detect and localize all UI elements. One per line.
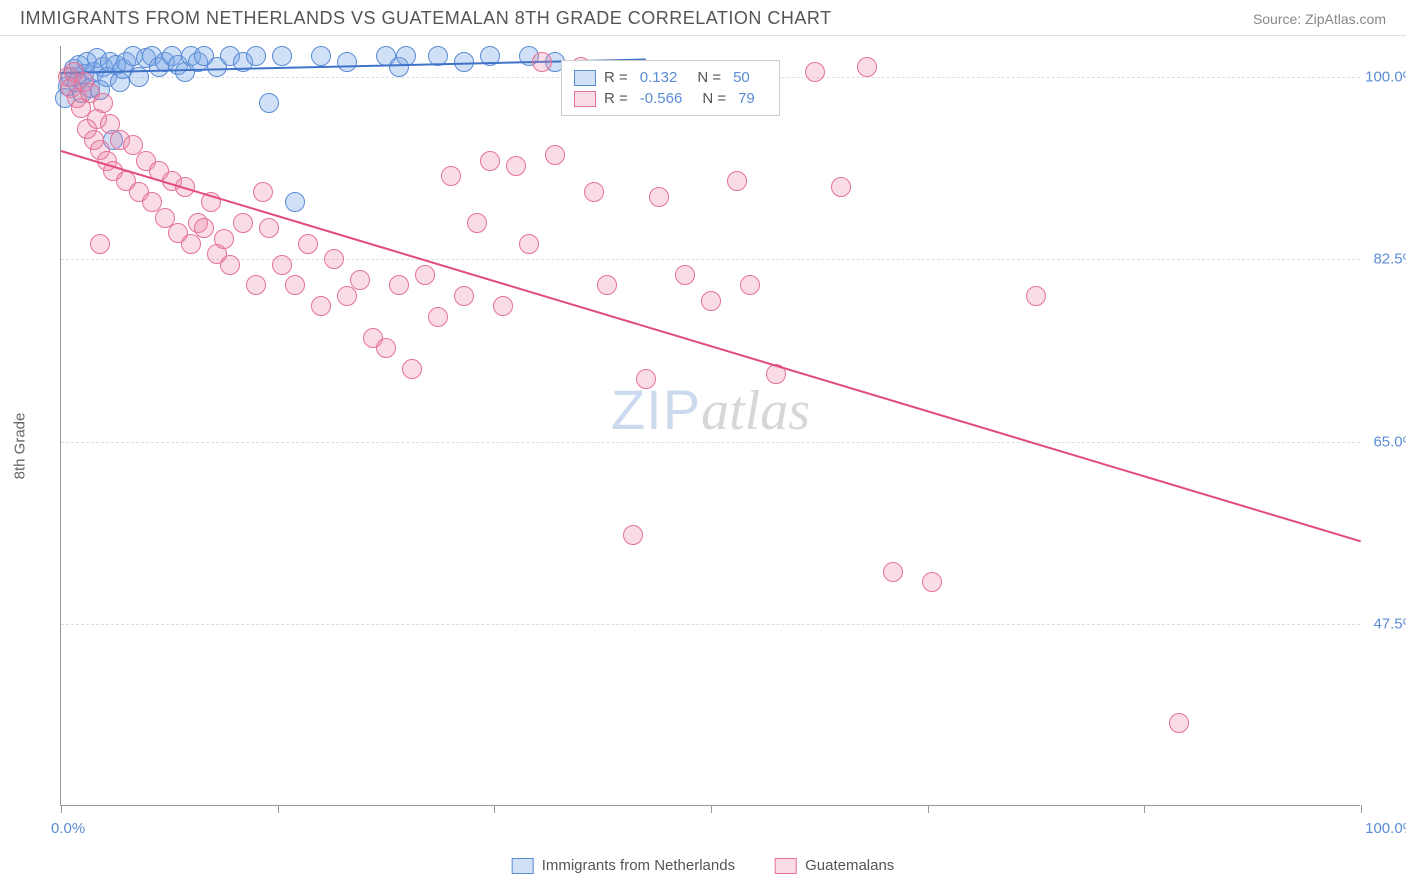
x-tick	[1144, 805, 1145, 813]
gridline	[61, 442, 1360, 443]
y-tick-label: 65.0%	[1373, 433, 1406, 450]
watermark-zip: ZIP	[611, 378, 701, 441]
scatter-point	[350, 270, 370, 290]
legend-swatch	[574, 70, 596, 86]
scatter-point	[454, 286, 474, 306]
scatter-point	[337, 52, 357, 72]
scatter-point	[1169, 713, 1189, 733]
scatter-point	[857, 57, 877, 77]
legend-row: R = -0.566 N = 79	[574, 88, 767, 109]
scatter-point	[311, 46, 331, 66]
legend-swatch	[574, 91, 596, 107]
x-axis-start-label: 0.0%	[51, 820, 85, 837]
scatter-point	[922, 572, 942, 592]
y-tick-label: 100.0%	[1365, 69, 1406, 86]
gridline	[61, 624, 1360, 625]
scatter-point	[259, 93, 279, 113]
y-axis-label: 8th Grade	[12, 413, 29, 480]
scatter-point	[1026, 286, 1046, 306]
scatter-point	[285, 192, 305, 212]
legend-swatch	[775, 858, 797, 874]
scatter-point	[272, 46, 292, 66]
scatter-point	[285, 275, 305, 295]
scatter-point	[324, 249, 344, 269]
watermark-atlas: atlas	[701, 380, 810, 442]
scatter-point	[272, 255, 292, 275]
bottom-legend-item: Guatemalans	[775, 857, 894, 874]
scatter-point	[740, 275, 760, 295]
scatter-point	[701, 291, 721, 311]
scatter-point	[532, 52, 552, 72]
scatter-point	[214, 229, 234, 249]
scatter-point	[246, 46, 266, 66]
legend-swatch	[512, 858, 534, 874]
chart-title: IMMIGRANTS FROM NETHERLANDS VS GUATEMALA…	[20, 8, 832, 29]
scatter-point	[506, 156, 526, 176]
x-tick	[61, 805, 62, 813]
y-tick-label: 82.5%	[1373, 251, 1406, 268]
x-tick	[928, 805, 929, 813]
scatter-point	[311, 296, 331, 316]
trend-line	[61, 150, 1362, 542]
chart-plot-area: ZIPatlas 100.0%82.5%65.0%47.5%0.0%100.0%…	[60, 46, 1360, 806]
legend-n-value: 79	[738, 90, 755, 107]
scatter-point	[441, 166, 461, 186]
scatter-point	[467, 213, 487, 233]
source-label: Source: ZipAtlas.com	[1253, 11, 1386, 27]
y-tick-label: 47.5%	[1373, 615, 1406, 632]
scatter-point	[253, 182, 273, 202]
bottom-legend-item: Immigrants from Netherlands	[512, 857, 735, 874]
scatter-point	[480, 151, 500, 171]
scatter-point	[194, 218, 214, 238]
x-tick	[711, 805, 712, 813]
x-axis-end-label: 100.0%	[1365, 820, 1406, 837]
scatter-point	[805, 62, 825, 82]
bottom-legend-label: Immigrants from Netherlands	[542, 857, 735, 874]
scatter-point	[493, 296, 513, 316]
scatter-point	[623, 525, 643, 545]
legend-n-value: 50	[733, 69, 750, 86]
scatter-point	[90, 234, 110, 254]
scatter-point	[545, 145, 565, 165]
legend-r-value: -0.566	[640, 90, 683, 107]
scatter-point	[233, 213, 253, 233]
scatter-point	[389, 275, 409, 295]
bottom-legend-label: Guatemalans	[805, 857, 894, 874]
scatter-point	[636, 369, 656, 389]
scatter-point	[649, 187, 669, 207]
scatter-point	[831, 177, 851, 197]
scatter-point	[727, 171, 747, 191]
gridline	[61, 259, 1360, 260]
scatter-point	[402, 359, 422, 379]
scatter-point	[259, 218, 279, 238]
legend-r-label: R =	[604, 90, 628, 107]
header: IMMIGRANTS FROM NETHERLANDS VS GUATEMALA…	[0, 0, 1406, 36]
x-tick	[494, 805, 495, 813]
bottom-legend: Immigrants from Netherlands Guatemalans	[512, 857, 895, 874]
scatter-point	[376, 338, 396, 358]
scatter-point	[93, 93, 113, 113]
scatter-point	[584, 182, 604, 202]
legend-n-label: N =	[702, 90, 726, 107]
x-tick	[1361, 805, 1362, 813]
correlation-legend: R = 0.132 N = 50 R = -0.566 N = 79	[561, 60, 780, 116]
legend-n-label: N =	[697, 69, 721, 86]
legend-r-label: R =	[604, 69, 628, 86]
scatter-point	[883, 562, 903, 582]
x-tick	[278, 805, 279, 813]
scatter-point	[298, 234, 318, 254]
legend-r-value: 0.132	[640, 69, 678, 86]
scatter-point	[246, 275, 266, 295]
scatter-point	[597, 275, 617, 295]
scatter-point	[675, 265, 695, 285]
scatter-point	[220, 255, 240, 275]
scatter-point	[415, 265, 435, 285]
scatter-point	[519, 234, 539, 254]
legend-row: R = 0.132 N = 50	[574, 67, 767, 88]
scatter-point	[428, 307, 448, 327]
